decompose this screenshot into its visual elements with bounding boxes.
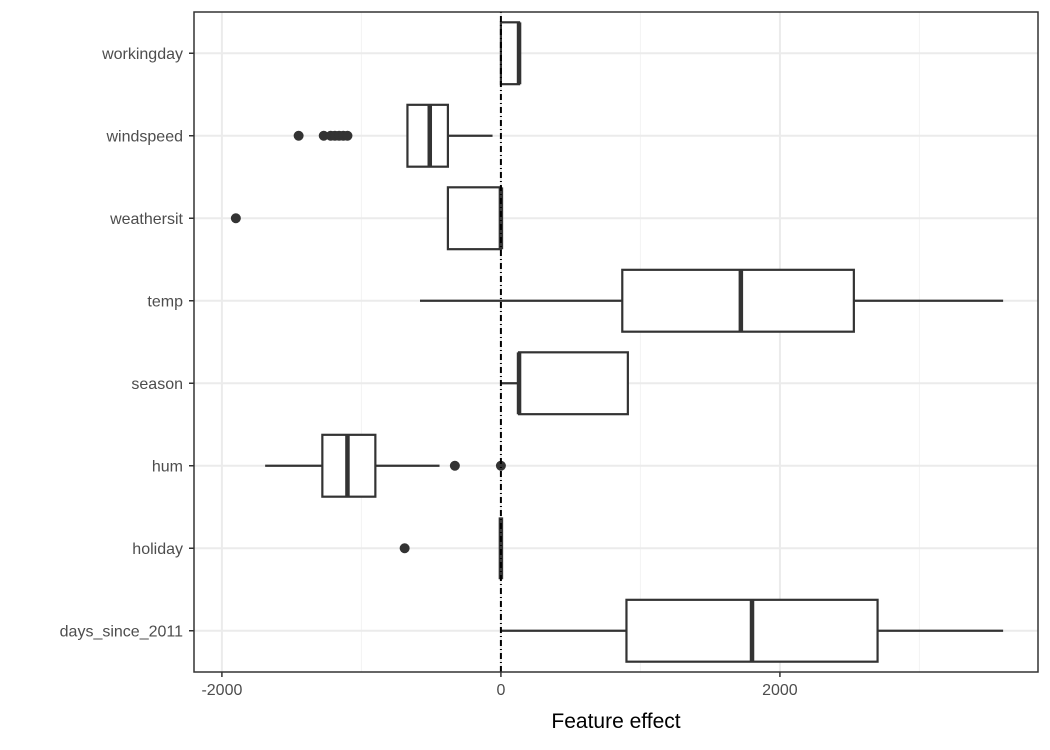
y-tick-label: weathersit xyxy=(109,211,183,228)
outlier-point xyxy=(449,460,460,471)
outlier-point xyxy=(495,460,506,471)
box-iqr xyxy=(499,21,521,86)
y-tick-label: windspeed xyxy=(106,128,184,145)
box-days_since_2011 xyxy=(500,598,1004,663)
y-tick-label: holiday xyxy=(132,541,183,558)
x-tick-label: -2000 xyxy=(201,682,242,699)
y-tick-label: hum xyxy=(152,458,183,475)
box-windspeed xyxy=(293,103,493,168)
box-iqr xyxy=(517,351,629,416)
x-tick-label: 2000 xyxy=(762,682,798,699)
y-tick-label: workingday xyxy=(101,46,183,63)
outlier-point xyxy=(342,130,353,141)
y-tick-label: season xyxy=(131,376,183,393)
box-hum xyxy=(265,433,506,498)
box-iqr xyxy=(621,268,855,333)
y-axis: workingday windspeed weathersit temp season h… xyxy=(60,46,194,640)
y-tick-label: days_since_2011 xyxy=(60,623,183,640)
x-axis-title: Feature effect xyxy=(551,710,680,733)
box-workingday xyxy=(499,21,522,86)
grid-minor-x xyxy=(360,12,920,672)
box-iqr xyxy=(446,186,503,251)
plot-panel-border xyxy=(193,11,1039,673)
outlier-point xyxy=(318,130,329,141)
outlier-point xyxy=(399,543,410,554)
box-temp xyxy=(419,268,1004,333)
y-tick-label: temp xyxy=(147,293,183,310)
outlier-point xyxy=(293,130,304,141)
box-season xyxy=(500,351,629,416)
outlier-point xyxy=(230,213,241,224)
x-axis: -2000 0 2000 xyxy=(201,672,798,699)
x-tick-label: 0 xyxy=(496,682,505,699)
plot-background xyxy=(194,12,1038,672)
box-layer xyxy=(230,21,1004,663)
